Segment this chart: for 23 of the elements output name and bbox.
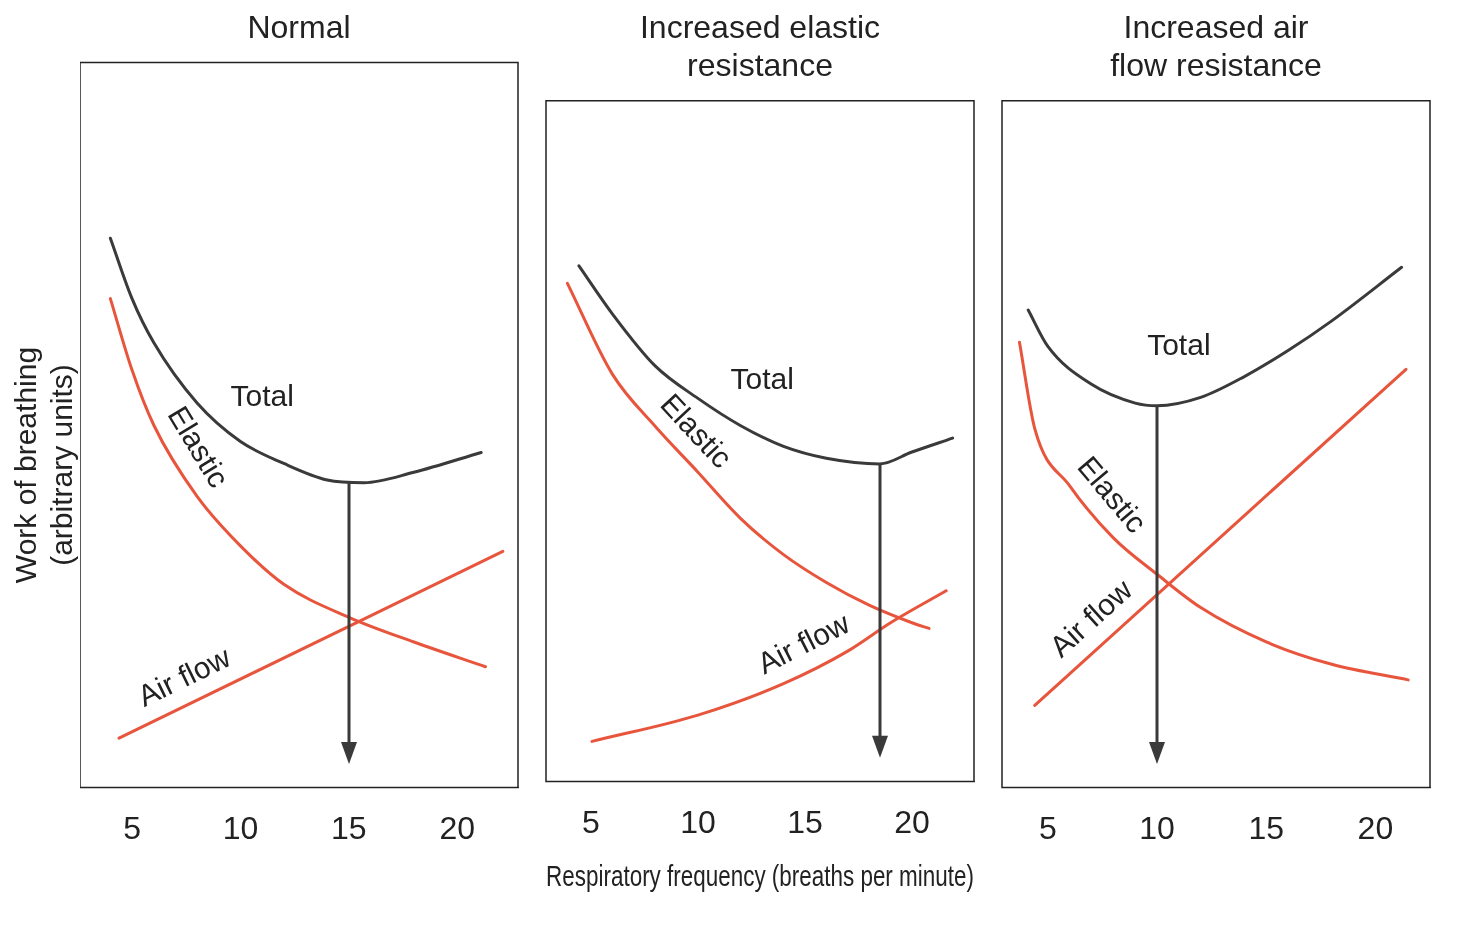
x-tick-label: 20 [894,803,930,840]
chart-title: Increased elastic resistance [639,9,881,84]
x-tick-label: 5 [1038,809,1057,846]
x-tick-label: 10 [1139,809,1175,846]
chart-title: Normal [247,9,351,46]
x-tick-label: 15 [787,803,823,840]
series-label: Total [230,378,294,412]
x-tick-label: 5 [123,809,141,846]
y-axis-title: Work of breathing (arbitrary units) [8,345,79,586]
text: Air flow [752,605,855,680]
x-tick-label: 20 [1357,809,1394,846]
x-tick-label: 15 [1248,809,1285,846]
x-tick-label: 10 [222,809,259,846]
text: Air flow [1043,572,1139,664]
x-tick-label: 15 [331,809,367,846]
x-tick-label: 5 [582,803,600,840]
x-tick-label: 20 [439,809,476,846]
series-label: Total [1147,327,1211,361]
chart-title: Increased air flow resistance [1110,9,1322,84]
text: Air flow [132,639,236,713]
series-label: Total [730,362,794,396]
x-tick-label: 10 [680,803,716,840]
x-axis-title: Respiratory frequency (breaths per minute) [546,859,974,894]
